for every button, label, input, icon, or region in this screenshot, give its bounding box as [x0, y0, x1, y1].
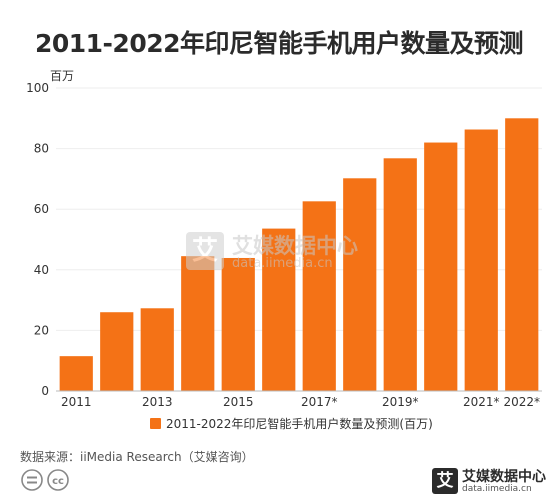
bar-2019*	[383, 158, 417, 391]
watermark-logo-icon: 艾	[186, 232, 224, 270]
x-tick-label: 2019*	[382, 395, 419, 409]
source-note: 数据来源：iiMedia Research（艾媒咨询）	[20, 450, 254, 464]
bar-2013	[140, 308, 174, 391]
y-axis-unit: 百万	[50, 69, 74, 83]
watermark-url: data.iimedia.cn	[232, 256, 333, 271]
watermark: 艾 艾媒数据中心 data.iimedia.cn	[186, 228, 386, 276]
x-tick-label: 2013	[142, 395, 173, 409]
x-axis-ticks: 2011 2013 2015 2017* 2019* 2021* 2022*	[61, 395, 540, 409]
y-tick-label: 60	[34, 202, 49, 216]
y-tick-label: 0	[41, 384, 49, 398]
bar-2014	[181, 256, 215, 391]
svg-text:cc: cc	[52, 476, 64, 487]
bar-2012	[100, 312, 134, 391]
chart-title: 2011-2022年印尼智能手机用户数量及预测	[34, 29, 524, 58]
x-tick-label: 2011	[61, 395, 92, 409]
grid-lines	[56, 87, 542, 331]
y-tick-label: 40	[34, 263, 49, 277]
x-tick-label: 2017*	[301, 395, 338, 409]
brand-logo: 艾 艾媒数据中心 data.iimedia.cn	[432, 465, 552, 499]
bar-2020*	[424, 142, 458, 391]
cc-icon: cc	[47, 469, 69, 491]
brand-name: 艾媒数据中心	[462, 469, 546, 485]
legend-label: 2011-2022年印尼智能手机用户数量及预测(百万)	[166, 416, 433, 431]
y-tick-label: 80	[34, 142, 49, 156]
y-axis-label: 百万	[50, 69, 74, 83]
bar-2022*	[505, 118, 539, 392]
bar-2018*	[343, 178, 377, 391]
x-tick-label: 2022*	[503, 395, 540, 409]
bar-2011	[59, 356, 93, 391]
bar-2016	[262, 228, 296, 391]
brand-logo-icon: 艾	[432, 468, 458, 494]
brand-url: data.iimedia.cn	[462, 484, 532, 494]
bars	[59, 118, 539, 392]
equal-icon	[21, 469, 43, 491]
x-tick-label: 2021*	[463, 395, 500, 409]
legend: 2011-2022年印尼智能手机用户数量及预测(百万)	[150, 416, 433, 431]
bar-2015	[221, 257, 255, 391]
bar-2021*	[464, 129, 498, 392]
y-tick-label: 20	[34, 323, 49, 337]
y-axis-ticks: 0 20 40 60 80 100	[26, 81, 49, 398]
x-tick-label: 2015	[223, 395, 254, 409]
y-tick-label: 100	[26, 81, 49, 95]
bar-2017*	[302, 201, 336, 391]
watermark-name: 艾媒数据中心	[232, 234, 358, 258]
license-icons: cc	[21, 469, 69, 491]
legend-swatch	[150, 418, 161, 429]
